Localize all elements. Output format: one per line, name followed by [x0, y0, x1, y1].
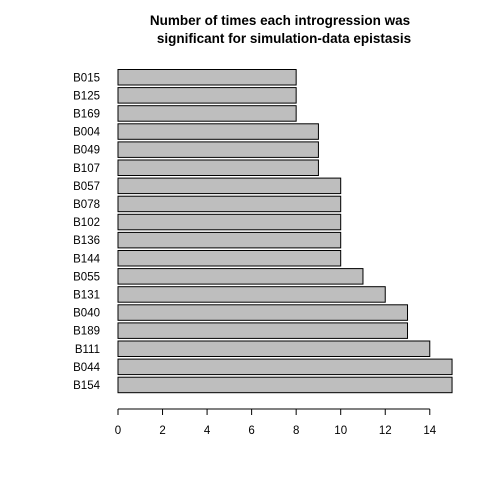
- x-tick-label-12: 12: [379, 425, 392, 437]
- bars-group: [117, 69, 453, 394]
- category-label-B055: B055: [73, 271, 100, 283]
- category-label-B015: B015: [73, 72, 100, 84]
- category-label-B049: B049: [73, 145, 100, 157]
- x-tick-label-0: 0: [115, 425, 121, 437]
- bar-B169: [117, 105, 297, 122]
- category-label-B154: B154: [73, 380, 100, 392]
- category-label-B040: B040: [73, 308, 100, 320]
- bar-B144: [117, 250, 342, 267]
- x-axis: 0 2 4 6 8 10 12 14: [115, 408, 437, 437]
- category-label-B169: B169: [73, 108, 100, 120]
- bar-B125: [117, 87, 297, 104]
- bar-B040: [117, 304, 409, 321]
- bar-B111: [117, 340, 431, 357]
- category-label-B144: B144: [73, 253, 100, 265]
- bar-B049: [117, 141, 319, 158]
- x-tick-label-6: 6: [248, 425, 254, 437]
- bar-B154: [117, 376, 453, 394]
- bar-B136: [117, 231, 342, 249]
- x-tick-label-2: 2: [159, 425, 165, 437]
- bar-B131: [117, 286, 386, 303]
- bar-B078: [117, 195, 342, 213]
- bar-B044: [117, 358, 453, 376]
- category-label-B111: B111: [75, 344, 100, 356]
- bar-B004: [117, 123, 319, 140]
- category-label-B057: B057: [73, 181, 100, 193]
- bar-B189: [117, 322, 409, 339]
- x-tick-label-8: 8: [293, 425, 299, 437]
- x-tick-label-14: 14: [423, 425, 436, 437]
- category-label-B131: B131: [73, 289, 100, 301]
- bar-B102: [117, 213, 342, 231]
- category-label-B107: B107: [73, 163, 100, 175]
- bar-B107: [117, 159, 319, 176]
- chart-title-line-1: Number of times each introgression was: [150, 13, 410, 28]
- x-tick-label-4: 4: [204, 425, 211, 437]
- category-label-B125: B125: [73, 90, 100, 102]
- category-label-B078: B078: [73, 199, 100, 211]
- x-tick-label-10: 10: [334, 425, 347, 437]
- category-label-B136: B136: [73, 235, 100, 247]
- category-label-B004: B004: [73, 127, 100, 139]
- bar-B015: [117, 69, 297, 86]
- category-label-B189: B189: [73, 326, 100, 338]
- category-label-B044: B044: [73, 362, 100, 374]
- chart-title-line-2: significant for simulation-data epistasi…: [157, 31, 411, 46]
- bar-B055: [117, 268, 364, 285]
- bar-B057: [117, 177, 342, 195]
- category-label-B102: B102: [73, 217, 100, 229]
- category-labels-group: B015 B125 B169 B004 B049 B107 B057 B078 B102 B136…: [73, 72, 100, 392]
